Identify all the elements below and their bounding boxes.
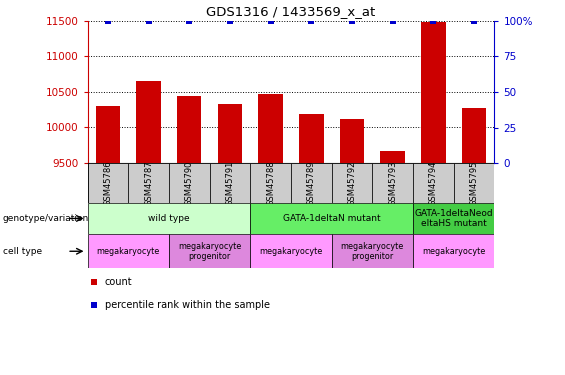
Title: GDS1316 / 1433569_x_at: GDS1316 / 1433569_x_at xyxy=(206,5,376,18)
Bar xyxy=(462,108,486,163)
Bar xyxy=(128,163,169,202)
Text: cell type: cell type xyxy=(3,247,42,256)
Text: GSM45789: GSM45789 xyxy=(307,160,316,206)
Text: GSM45795: GSM45795 xyxy=(470,160,479,206)
Text: megakaryocyte: megakaryocyte xyxy=(259,247,323,256)
Bar xyxy=(340,119,364,163)
Text: megakaryocyte: megakaryocyte xyxy=(422,247,485,256)
Bar xyxy=(169,163,210,202)
Bar xyxy=(88,234,169,268)
Text: GSM45793: GSM45793 xyxy=(388,160,397,206)
Bar xyxy=(88,163,128,202)
Bar xyxy=(250,163,291,202)
Bar xyxy=(258,94,283,163)
Bar xyxy=(136,81,161,163)
Bar xyxy=(210,163,250,202)
Bar xyxy=(250,234,332,268)
Text: GSM45794: GSM45794 xyxy=(429,160,438,206)
Bar xyxy=(413,202,494,234)
Text: genotype/variation: genotype/variation xyxy=(3,214,89,223)
Bar xyxy=(169,234,250,268)
Text: GSM45792: GSM45792 xyxy=(347,160,357,206)
Bar xyxy=(332,234,413,268)
Bar xyxy=(332,163,372,202)
Text: GSM45791: GSM45791 xyxy=(225,160,234,206)
Text: GSM45788: GSM45788 xyxy=(266,160,275,206)
Bar xyxy=(413,163,454,202)
Text: percentile rank within the sample: percentile rank within the sample xyxy=(105,300,270,310)
Bar xyxy=(250,202,413,234)
Text: GSM45790: GSM45790 xyxy=(185,160,194,206)
Bar xyxy=(218,104,242,163)
Text: GSM45786: GSM45786 xyxy=(103,160,112,206)
Text: megakaryocyte
progenitor: megakaryocyte progenitor xyxy=(178,242,241,261)
Bar xyxy=(454,163,494,202)
Text: megakaryocyte: megakaryocyte xyxy=(97,247,160,256)
Bar xyxy=(95,106,120,163)
Text: GATA-1deltaN mutant: GATA-1deltaN mutant xyxy=(283,214,380,223)
Bar xyxy=(372,163,413,202)
Bar xyxy=(291,163,332,202)
Bar xyxy=(299,114,324,163)
Bar xyxy=(380,151,405,163)
Text: GSM45787: GSM45787 xyxy=(144,160,153,206)
Bar xyxy=(421,22,446,163)
Text: wild type: wild type xyxy=(148,214,190,223)
Text: GATA-1deltaNeod
eltaHS mutant: GATA-1deltaNeod eltaHS mutant xyxy=(414,209,493,228)
Bar xyxy=(413,234,494,268)
Bar xyxy=(88,202,250,234)
Text: megakaryocyte
progenitor: megakaryocyte progenitor xyxy=(341,242,404,261)
Bar xyxy=(177,96,202,163)
Text: count: count xyxy=(105,277,132,287)
